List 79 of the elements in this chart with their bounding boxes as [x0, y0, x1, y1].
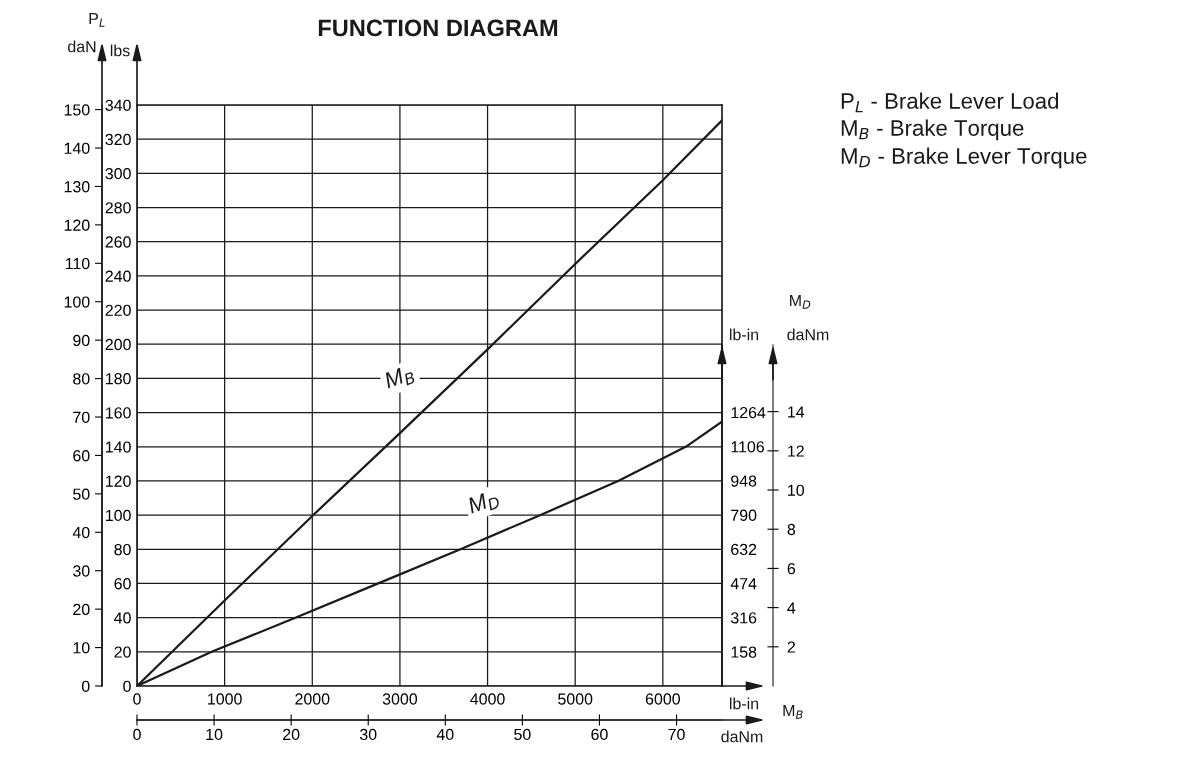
y-tick-label: 320: [105, 133, 131, 146]
x2-tick-label: 60: [591, 728, 608, 741]
y-tick-label: 1264: [731, 406, 766, 419]
x2-axis-title: daNm: [721, 730, 763, 743]
y-tick-label: 220: [105, 304, 131, 316]
text: M$_{D}$: [790, 295, 811, 309]
x2-tick-label: 30: [359, 728, 377, 741]
annotation: M$_{B}$: [383, 364, 416, 392]
y2-tick-label: 100: [64, 296, 90, 308]
y2-tick-label: 10: [73, 642, 90, 654]
y-tick-label: 160: [106, 407, 131, 419]
y2-tick-label: 14: [788, 406, 805, 418]
y-tick-label: 80: [114, 543, 131, 556]
x-tick-label: 5000: [558, 693, 593, 705]
y2-tick-label: 20: [73, 603, 90, 616]
text: P$_{L}$ - Brake Lever Load: [841, 92, 1059, 113]
y-tick-label: 260: [105, 236, 131, 248]
y-tick-label: 20: [114, 646, 131, 658]
y-tick-label: 0: [123, 680, 131, 692]
x2-tick-label: 70: [668, 728, 685, 741]
y2-tick-label: 140: [64, 142, 90, 154]
y2-tick-label: 50: [73, 488, 90, 500]
x-tick-label: 6000: [645, 693, 680, 705]
text: M$_{D}$ - Brake Lever Torque: [841, 147, 1087, 169]
y-axis-title: lbs: [110, 44, 130, 57]
y-tick-label: 340: [105, 99, 131, 111]
y-tick-label: 40: [114, 612, 131, 624]
y-tick-label: 158: [731, 646, 757, 658]
y-axis-title: lb-in: [729, 328, 759, 341]
annotation: M$_{D}$: [466, 489, 501, 517]
y2-tick-label: 0: [81, 680, 90, 692]
y2-tick-label: 110: [65, 257, 90, 270]
x-tick-label: 3000: [382, 693, 418, 705]
y-tick-label: 240: [105, 270, 131, 282]
y-tick-label: 60: [114, 578, 131, 590]
y2-tick-label: 6: [787, 563, 796, 575]
y2-tick-label: 120: [64, 219, 90, 231]
y-tick-label: 180: [106, 373, 131, 385]
x2-tick-label: 40: [436, 728, 454, 741]
x2-tick-label: 20: [283, 728, 300, 741]
y2-tick-label: 130: [64, 181, 90, 193]
y-tick-label: 200: [105, 338, 131, 351]
y-tick-label: 948: [731, 475, 757, 487]
y2-tick-label: 8: [787, 523, 796, 536]
y2-tick-label: 70: [73, 411, 90, 423]
y-tick-label: 316: [730, 612, 757, 624]
y-tick-label: 280: [105, 202, 131, 214]
x-axis-title: lb-in: [729, 697, 759, 710]
y-tick-label: 474: [730, 578, 757, 590]
x2-tick-label: 0: [133, 728, 141, 741]
y2-tick-label: 150: [64, 104, 90, 116]
y2-axis-title: daN: [68, 40, 96, 53]
y-tick-label: 120: [106, 475, 131, 487]
y2-tick-label: 30: [73, 565, 90, 577]
y2-tick-label: 12: [788, 445, 804, 457]
text: M$_{B}$: [783, 705, 803, 719]
y2-tick-label: 10: [788, 484, 805, 496]
y-tick-label: 100: [106, 509, 131, 522]
y2-tick-label: 60: [73, 450, 90, 462]
x2-tick-label: 10: [206, 728, 223, 741]
y-tick-label: 300: [105, 167, 131, 180]
y2-tick-label: 90: [73, 334, 90, 347]
text: P$_{L}$: [89, 13, 105, 27]
chart-title: FUNCTION DIAGRAM: [318, 19, 558, 37]
y2-axis-title: daNm: [787, 328, 829, 341]
y2-tick-label: 4: [787, 602, 796, 614]
y2-tick-label: 80: [73, 373, 90, 385]
y-tick-label: 1106: [731, 441, 764, 453]
y2-tick-label: 2: [787, 641, 795, 653]
x-tick-label: 0: [133, 693, 141, 705]
y2-tick-label: 40: [72, 526, 90, 539]
x-tick-label: 2000: [295, 693, 330, 705]
x-tick-label: 4000: [470, 693, 505, 705]
y-tick-label: 790: [731, 509, 757, 521]
y-tick-label: 632: [731, 543, 757, 556]
x-tick-label: 1000: [208, 693, 242, 705]
y-tick-label: 140: [106, 441, 131, 453]
x2-tick-label: 50: [514, 728, 531, 741]
text: M$_{B}$ - Brake Torque: [841, 119, 1024, 141]
